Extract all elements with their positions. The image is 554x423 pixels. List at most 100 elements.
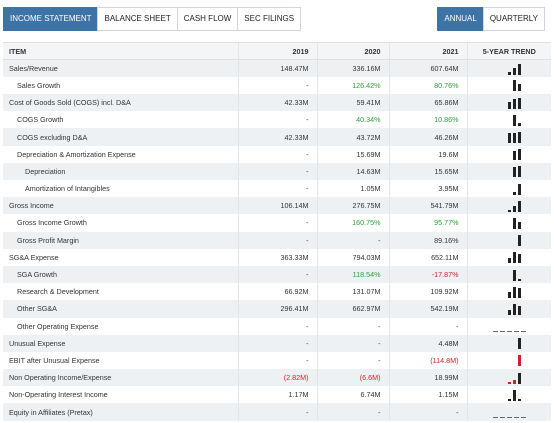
statement-tabs: INCOME STATEMENT BALANCE SHEET CASH FLOW…	[3, 7, 302, 31]
row-label: EBIT after Unusual Expense	[3, 351, 239, 370]
trend-bar	[512, 132, 516, 144]
value-2021: 10.86%	[389, 111, 468, 129]
statement-toolbar: INCOME STATEMENT BALANCE SHEET CASH FLOW…	[3, 7, 551, 31]
value-2019: 42.33M	[238, 128, 318, 146]
value-2020: 40.34%	[317, 111, 390, 129]
table-row[interactable]: Depreciation & Amortization Expense -15.6…	[3, 145, 551, 163]
value-2020: 43.72M	[317, 128, 390, 146]
trend-bar	[517, 149, 521, 161]
trend-bar	[517, 398, 521, 401]
trend-bar	[507, 398, 511, 401]
table-row[interactable]: SGA Growth -118.54% -17.87%	[3, 265, 551, 284]
row-label: COGS excluding D&A	[3, 128, 239, 146]
table-row[interactable]: COGS Growth -40.34% 10.86%	[3, 111, 551, 129]
row-label: COGS Growth	[3, 111, 239, 129]
table-row[interactable]: Non-Operating Interest Income 1.17M 6.74M 1…	[3, 386, 551, 404]
period-annual-button[interactable]: ANNUAL	[437, 7, 484, 31]
row-label: Non-Operating Interest Income	[3, 386, 239, 404]
tab-cash-flow[interactable]: CASH FLOW	[176, 7, 239, 31]
row-label: Other Operating Expense	[3, 317, 239, 335]
trend-bar	[512, 114, 516, 126]
value-2020: 160.75%	[317, 214, 390, 232]
table-row[interactable]: Gross Profit Margin - -89.16%	[3, 231, 551, 249]
table-row[interactable]: Cost of Goods Sold (COGS) incl. D&A 42.33…	[3, 94, 551, 112]
value-2020: 59.41M	[317, 94, 390, 112]
trend-bar	[499, 331, 505, 333]
column-header-2019: 2019	[238, 41, 318, 61]
trend-bar	[513, 417, 519, 419]
trend-bar	[507, 309, 511, 315]
value-2020: -	[317, 403, 390, 421]
value-2021: 80.76%	[389, 76, 468, 95]
value-2020: 15.69M	[317, 145, 390, 163]
table-row[interactable]: Other Operating Expense - - -	[3, 317, 551, 335]
table-row[interactable]: EBIT after Unusual Expense - - (114.8M)	[3, 351, 551, 370]
table-row[interactable]: COGS excluding D&A 42.33M 43.72M 46.26M	[3, 128, 551, 146]
trend-bar	[517, 183, 521, 195]
value-2021: -17.87%	[389, 265, 468, 284]
value-2019: 42.33M	[238, 94, 318, 112]
value-2020: 126.42%	[317, 76, 390, 95]
trend-bar	[512, 217, 516, 229]
value-2020: 1.05M	[317, 180, 390, 198]
value-2019: -	[238, 317, 318, 335]
value-2019: -	[238, 403, 318, 421]
value-2020: 14.63M	[317, 162, 390, 180]
row-label: Gross Income Growth	[3, 214, 239, 232]
trend-sparkline	[467, 59, 551, 77]
value-2021: 109.92M	[389, 283, 468, 301]
trend-bar	[517, 355, 521, 367]
table-row[interactable]: Equity in Affiliates (Pretax) - - -	[3, 403, 551, 421]
tab-income-statement[interactable]: INCOME STATEMENT	[3, 7, 99, 31]
row-label: Unusual Expense	[3, 334, 239, 352]
trend-sparkline	[467, 146, 551, 163]
trend-bar	[520, 331, 526, 333]
tab-sec-filings[interactable]: SEC FILINGS	[237, 7, 302, 31]
table-row[interactable]: Depreciation -14.63M 15.65M	[3, 162, 551, 180]
row-label: Cost of Goods Sold (COGS) incl. D&A	[3, 94, 239, 112]
trend-bar	[517, 372, 521, 384]
value-2019: -	[238, 162, 318, 180]
trend-bar	[506, 417, 512, 419]
row-label: Amortization of Intangibles	[3, 180, 239, 198]
trend-sparkline	[467, 403, 551, 421]
trend-sparkline	[467, 197, 551, 215]
value-2019: 363.33M	[238, 248, 318, 266]
trend-bar	[512, 167, 516, 178]
table-row[interactable]: Gross Income Growth -160.75% 95.77%	[3, 214, 551, 232]
row-label: Other SG&A	[3, 300, 239, 318]
value-2019: -	[238, 231, 318, 249]
value-2019: -	[238, 76, 318, 95]
trend-bar	[512, 303, 516, 315]
trend-bar	[512, 98, 516, 109]
trend-bar	[517, 235, 521, 247]
value-2019: 1.17M	[238, 386, 318, 404]
value-2020: 336.16M	[317, 59, 390, 77]
tab-balance-sheet[interactable]: BALANCE SHEET	[97, 7, 178, 31]
trend-bar	[517, 305, 521, 315]
value-2020: -	[317, 231, 390, 249]
table-row[interactable]: Other SG&A 296.41M 662.97M 542.19M	[3, 300, 551, 318]
row-label: Research & Development	[3, 283, 239, 301]
trend-bar	[513, 331, 519, 333]
column-header-trend: 5-YEAR TREND	[467, 41, 551, 61]
row-label: Depreciation & Amortization Expense	[3, 145, 239, 163]
table-row[interactable]: Non Operating Income/Expense (2.82M) (6.6M…	[3, 369, 551, 387]
row-label: Sales/Revenue	[3, 59, 239, 77]
period-toggle: ANNUAL QUARTERLY	[437, 7, 545, 31]
value-2020: -	[317, 351, 390, 370]
table-row[interactable]: Gross Income 106.14M 276.75M 541.79M	[3, 197, 551, 215]
table-row[interactable]: Research & Development 66.92M 131.07M 109.9…	[3, 283, 551, 301]
table-row[interactable]: SG&A Expense 363.33M 794.03M 652.11M	[3, 248, 551, 266]
trend-sparkline	[467, 283, 551, 300]
period-quarterly-button[interactable]: QUARTERLY	[482, 7, 545, 31]
table-row[interactable]: Unusual Expense - -4.48M	[3, 334, 551, 352]
trend-sparkline	[467, 300, 551, 318]
income-statement-table: ITEM 2019 2020 2021 5-YEAR TREND Sales/R…	[3, 41, 551, 421]
value-2021: 89.16%	[389, 231, 468, 249]
table-row[interactable]: Sales/Revenue 148.47M 336.16M 607.64M	[3, 59, 551, 77]
table-row[interactable]: Amortization of Intangibles -1.05M 3.95M	[3, 180, 551, 198]
value-2021: 542.19M	[389, 300, 468, 318]
table-row[interactable]: Sales Growth -126.42% 80.76%	[3, 76, 551, 95]
value-2019: -	[238, 145, 318, 163]
